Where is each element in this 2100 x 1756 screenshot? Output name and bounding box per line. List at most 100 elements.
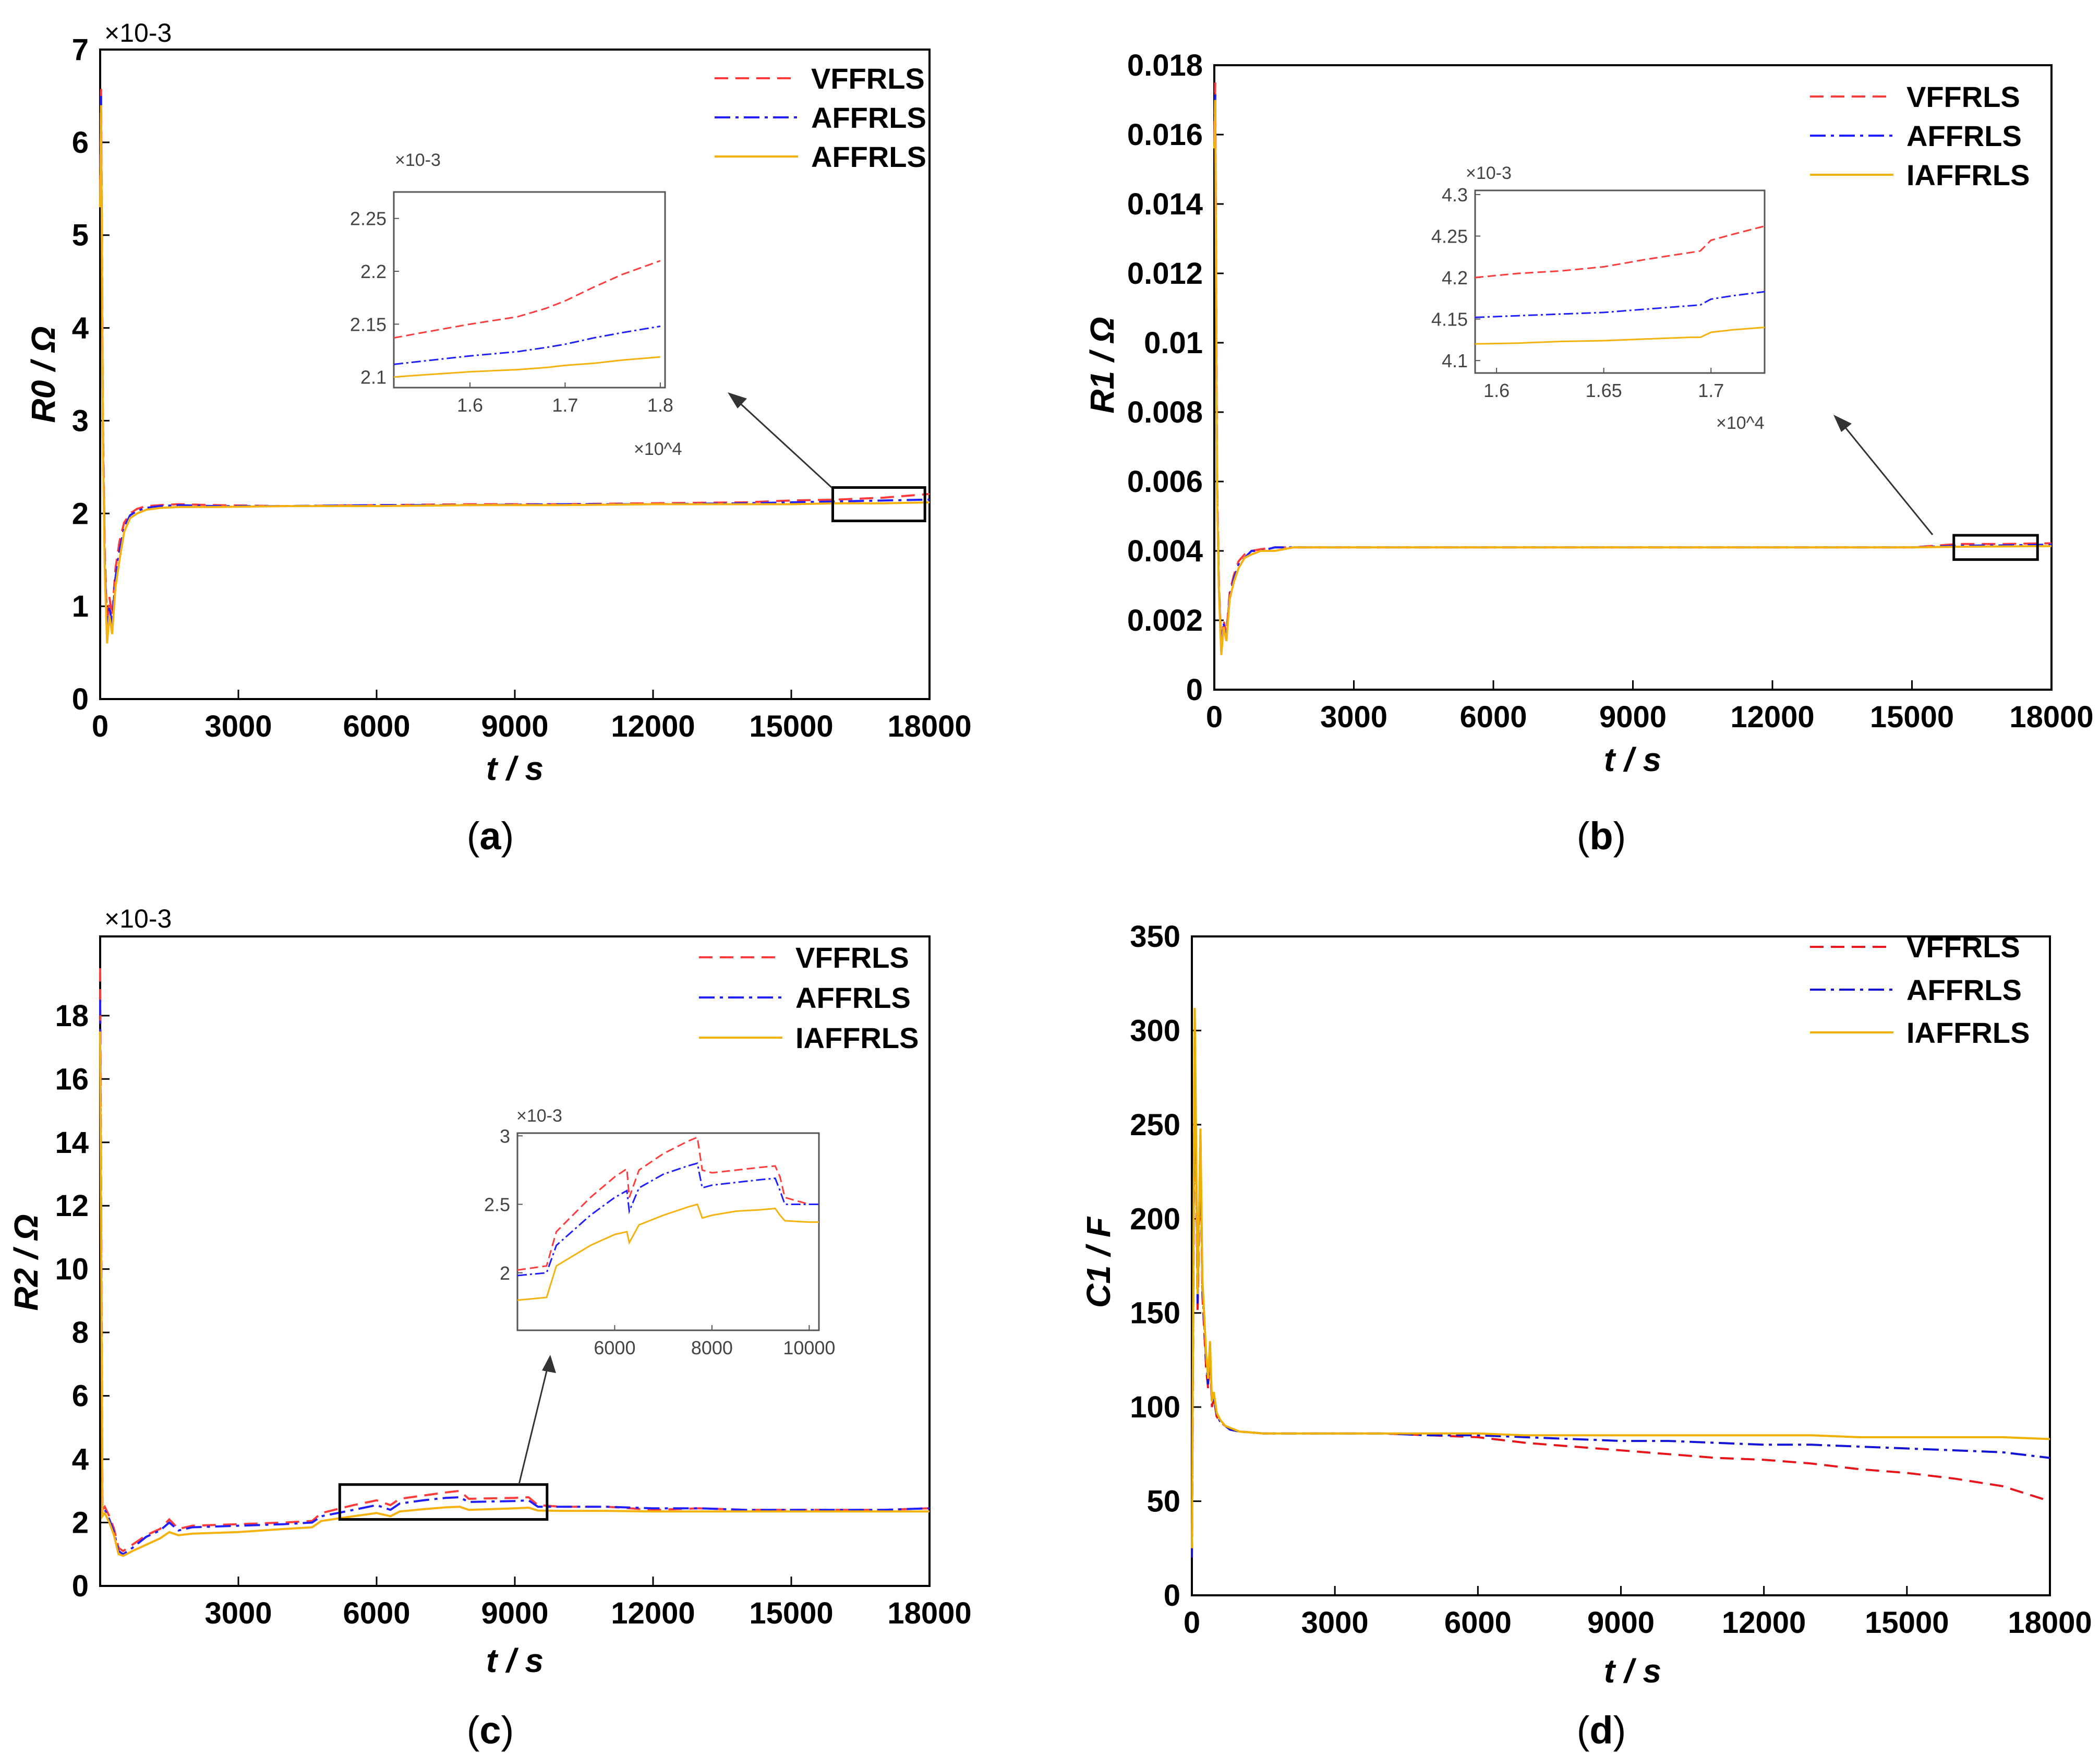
panel-b-y-tick-label: 0.012 (1127, 257, 1203, 291)
panel-a-x-tick-label: 9000 (481, 709, 548, 743)
panel-a-series-affrls-line (99, 105, 930, 644)
panel-b-zoom-arrow (1840, 422, 1934, 535)
panel-b-x-axis-title: t / s (1604, 741, 1661, 778)
panel-d-x-ticks: 0 3000 6000 9000 12000 15000 18000 (1184, 1586, 2092, 1640)
panel-c-inset-x-tick-label: 6000 (594, 1337, 635, 1358)
panel-d-y-tick-label: 300 (1130, 1014, 1180, 1048)
panel-c-inset-series-vffrls-line (517, 1136, 819, 1271)
panel-a-y-axis-title: R0 / Ω (25, 326, 62, 423)
panel-a-caption-letter: a (479, 814, 501, 858)
panel-c-y-tick-label: 0 (72, 1569, 89, 1603)
panel-c-legend-label: IAFFRLS (795, 1021, 919, 1054)
panel-c-y-tick-label: 12 (55, 1189, 89, 1223)
panel-c-legend-label: VFFRLS (795, 941, 909, 974)
panel-b-inset-x-tick-label: 1.7 (1698, 380, 1724, 401)
panel-b-y-tick-label: 0.016 (1127, 118, 1203, 152)
panel-b-inset-series-vffrls-line (1475, 225, 1765, 279)
panel-d-legend-label: AFFRLS (1906, 973, 2022, 1006)
panel-c-series-affrls-line (99, 1000, 930, 1556)
panel-a-inset-x-multiplier: ×10^4 (634, 439, 682, 459)
panel-a-inset-y-multiplier: ×10-3 (395, 150, 441, 170)
panel-b-legend-label: VFFRLS (1906, 80, 2020, 113)
panel-b-y-tick-label: 0.018 (1127, 49, 1203, 82)
panel-b-y-tick-label: 0.014 (1127, 187, 1203, 221)
panel-c-x-tick-label: 18000 (887, 1596, 971, 1630)
panel-b-x-tick-label: 6000 (1459, 700, 1527, 734)
panel-b-inset-y-multiplier: ×10-3 (1466, 163, 1512, 183)
panel-b-inset-series-affrls-line (1475, 291, 1765, 318)
panel-a-inset-x-tick-label: 1.7 (552, 394, 578, 416)
panel-b-inset-y-tick-label: 4.1 (1442, 350, 1468, 371)
panel-c-x-tick-label: 3000 (204, 1596, 272, 1630)
panel-a-y-tick-label: 1 (72, 590, 89, 623)
panel-a-y-tick-label: 0 (72, 682, 89, 716)
panel-c-inset-y-tick-label: 3 (500, 1125, 510, 1147)
panel-c-y-tick-label: 16 (55, 1062, 89, 1096)
panel-c-series (99, 968, 930, 1557)
panel-b-inset-y-tick-label: 4.25 (1431, 226, 1468, 247)
panel-d-y-ticks: 0 50 100 150 200 250 300 350 (1130, 920, 1201, 1613)
panel-b-legend-label: IAFFRLS (1906, 159, 2030, 191)
panel-a-zoom-arrow (734, 398, 833, 489)
panel-c-zoom-box (338, 1483, 549, 1521)
panel-a-y-tick-label: 7 (72, 33, 89, 67)
panel-b-y-tick-label: 0.004 (1127, 534, 1203, 568)
panel-a-inset: 1.6 1.7 1.8 2.1 2.15 2.2 2.25 ×10-3 ×10^4 (350, 150, 682, 459)
panel-a-x-tick-label: 18000 (887, 709, 971, 743)
panel-a: 0 3000 6000 9000 12000 15000 18000 0 1 2 3 4 5 6 7 ×1… (25, 18, 972, 858)
panel-c-inset-x-tick-label: 8000 (691, 1337, 733, 1358)
panel-b: 0 3000 6000 9000 12000 15000 18000 0 0.002 0.004… (1083, 49, 2094, 858)
panel-a-inset-y-tick-label: 2.25 (350, 208, 387, 230)
panel-d-x-tick-label: 15000 (1865, 1606, 1949, 1640)
panel-a-y-ticks: 0 1 2 3 4 5 6 7 (72, 33, 110, 716)
panel-a-zoom-arrowhead (728, 392, 747, 408)
panel-a-inset-x-tick-label: 1.8 (647, 394, 673, 416)
panel-c-caption-letter: c (479, 1709, 501, 1752)
panel-b-x-tick-label: 12000 (1730, 700, 1814, 734)
panel-d: 0 3000 6000 9000 12000 15000 18000 0 50 100 150 20… (1080, 920, 2092, 1752)
panel-c-inset-x-tick-label: 10000 (783, 1337, 835, 1358)
panel-c-inset-series (517, 1136, 819, 1301)
panel-a-inset-ticks: 1.6 1.7 1.8 2.1 2.15 2.2 2.25 (350, 208, 673, 416)
panel-d-y-tick-label: 200 (1130, 1202, 1180, 1236)
panel-a-y-tick-label: 4 (72, 311, 89, 345)
panel-c-y-tick-label: 18 (55, 999, 89, 1033)
panel-d-caption: (d) (1577, 1709, 1626, 1752)
panel-c-x-tick-label: 6000 (343, 1596, 410, 1630)
panel-b-caption: (b) (1577, 814, 1626, 858)
panel-d-y-axis-title: C1 / F (1080, 1216, 1117, 1308)
panel-b-inset-ticks: 1.6 1.65 1.7 4.1 4.15 4.2 4.25 4.3 (1431, 184, 1724, 401)
panel-d-x-tick-label: 3000 (1301, 1606, 1369, 1640)
panel-c-inset-series-affrls-line (517, 1162, 819, 1277)
panel-b-inset-x-multiplier: ×10^4 (1716, 413, 1765, 433)
panel-b-y-tick-label: 0.006 (1127, 465, 1203, 499)
panel-b-x-tick-label: 18000 (2009, 700, 2093, 734)
panel-c-y-ticks: 0 2 4 6 8 10 12 14 16 18 (55, 999, 110, 1603)
panel-c-x-ticks: 3000 6000 9000 12000 15000 18000 (204, 1577, 972, 1630)
panel-a-legend-label: AFFRLS (811, 101, 926, 134)
panel-d-series-iaffrls-line (1191, 1008, 2050, 1548)
panel-a-x-axis-title: t / s (486, 750, 544, 787)
panel-b-inset-x-tick-label: 1.65 (1586, 380, 1622, 401)
panel-a-x-tick-label: 15000 (749, 709, 833, 743)
panel-b-legend: VFFRLS AFFRLS IAFFRLS (1810, 80, 2030, 191)
panel-a-y-tick-label: 5 (72, 219, 89, 252)
panel-c-inset-series-iaffrls-line (517, 1203, 819, 1301)
panel-a-inset-y-tick-label: 2.2 (360, 261, 387, 282)
panel-d-y-tick-label: 250 (1130, 1108, 1180, 1142)
panel-d-legend: VFFRLS AFFRLS IAFFRLS (1810, 931, 2030, 1049)
panel-b-y-tick-label: 0.01 (1144, 326, 1203, 360)
panel-a-inset-y-tick-label: 2.15 (350, 314, 387, 335)
panel-b-y-axis-title: R1 / Ω (1083, 317, 1121, 413)
panel-d-y-tick-label: 0 (1164, 1579, 1180, 1613)
panel-a-zoom-box (831, 486, 926, 523)
panel-d-legend-label: VFFRLS (1906, 931, 2020, 964)
panel-d-x-axis-title: t / s (1604, 1652, 1661, 1690)
panel-c-x-tick-label: 9000 (481, 1596, 548, 1630)
panel-c-y-tick-label: 6 (72, 1379, 89, 1413)
panel-c-zoom-arrowhead (542, 1355, 556, 1373)
panel-b-y-tick-label: 0.002 (1127, 604, 1203, 638)
panel-d-series (1191, 1008, 2050, 1558)
panel-b-inset-y-tick-label: 4.2 (1442, 267, 1468, 288)
